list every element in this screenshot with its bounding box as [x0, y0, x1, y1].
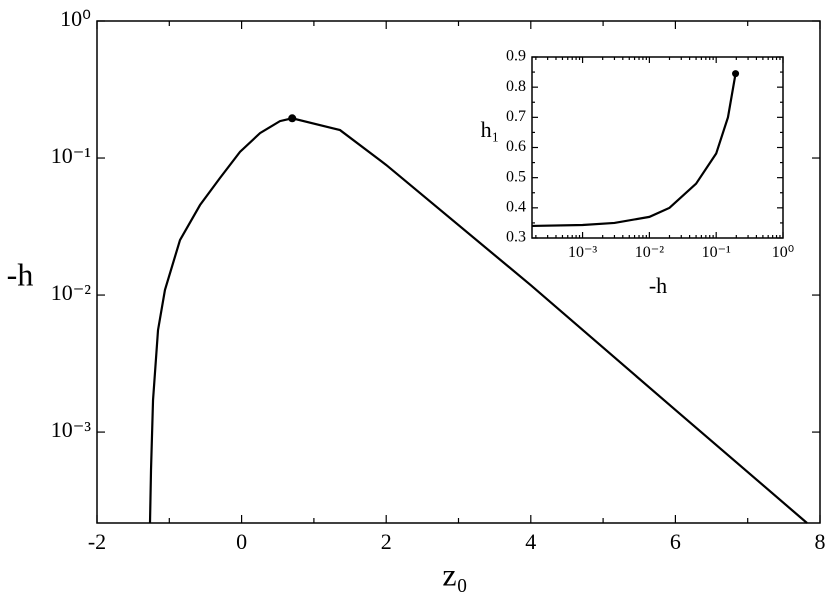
y-tick-label: 0.9	[506, 48, 526, 65]
point-marker	[732, 70, 740, 78]
curve	[148, 117, 808, 524]
y-axis-label: -h	[7, 256, 34, 292]
y-tick-label: 10⁻³	[51, 417, 92, 442]
y-tick-label: 0.5	[506, 168, 526, 185]
y-axis-label: h₁	[481, 117, 500, 142]
x-tick-label: 10⁻²	[635, 244, 664, 261]
curve	[531, 73, 737, 228]
point-marker	[288, 114, 297, 123]
x-tick-label: 10⁰	[772, 244, 794, 261]
y-tick-label: 0.8	[506, 78, 526, 95]
x-tick-label: 10⁻³	[568, 244, 597, 261]
x-tick-label: 0	[236, 529, 247, 554]
x-axis-label: -h	[649, 273, 667, 298]
x-tick-label: 8	[815, 529, 826, 554]
x-tick-label: 2	[381, 529, 392, 554]
x-tick-label: -2	[88, 529, 106, 554]
x-tick-label: 6	[670, 529, 681, 554]
y-tick-label: 0.4	[506, 199, 526, 216]
x-tick-label: 10⁻¹	[702, 244, 731, 261]
plot-frame	[531, 56, 784, 239]
y-tick-label: 10⁻²	[51, 280, 92, 305]
x-tick-label: 4	[525, 529, 536, 554]
y-tick-label: 10⁰	[60, 6, 91, 31]
y-tick-label: 10⁻¹	[51, 143, 91, 168]
x-axis-label: z₀	[442, 556, 467, 592]
y-tick-label: 0.6	[506, 138, 526, 155]
y-tick-label: 0.3	[506, 229, 526, 246]
y-tick-label: 0.7	[506, 108, 526, 125]
